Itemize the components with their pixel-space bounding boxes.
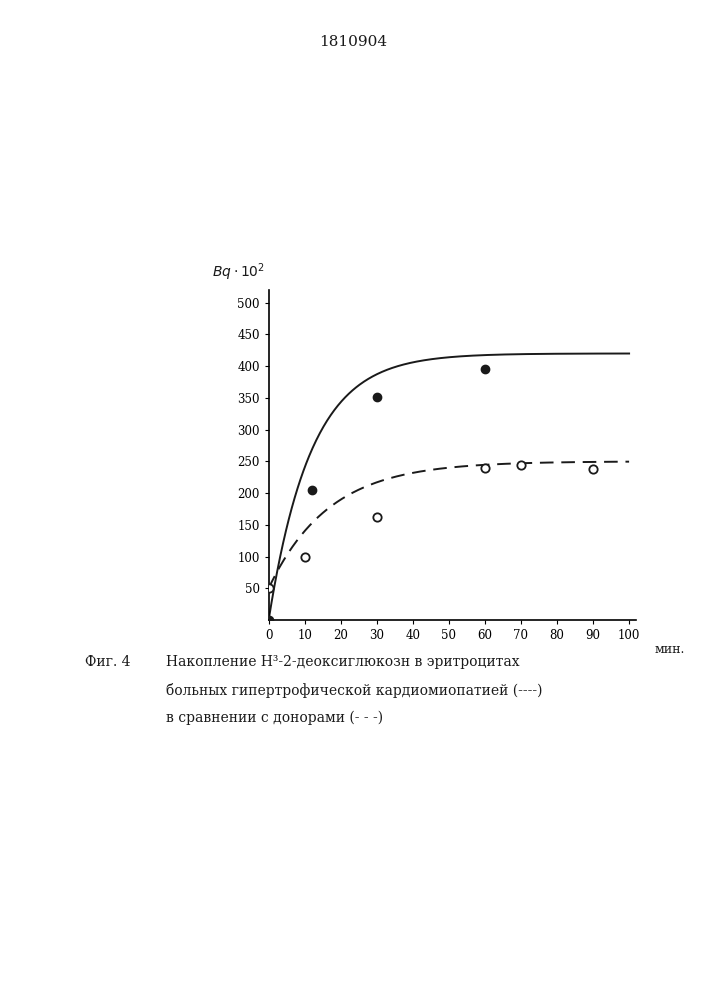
Text: Фиг. 4: Фиг. 4	[85, 655, 130, 669]
Text: $Bq \cdot 10^2$: $Bq \cdot 10^2$	[212, 262, 265, 283]
Text: мин.: мин.	[655, 643, 685, 656]
Text: Накопление H³-2-деоксиглюкозн в эритроцитах: Накопление H³-2-деоксиглюкозн в эритроци…	[166, 655, 520, 669]
Text: 1810904: 1810904	[320, 35, 387, 49]
Text: больных гипертрофической кардиомиопатией (----): больных гипертрофической кардиомиопатией…	[166, 683, 543, 698]
Text: в сравнении с донорами (- - -): в сравнении с донорами (- - -)	[166, 711, 383, 725]
